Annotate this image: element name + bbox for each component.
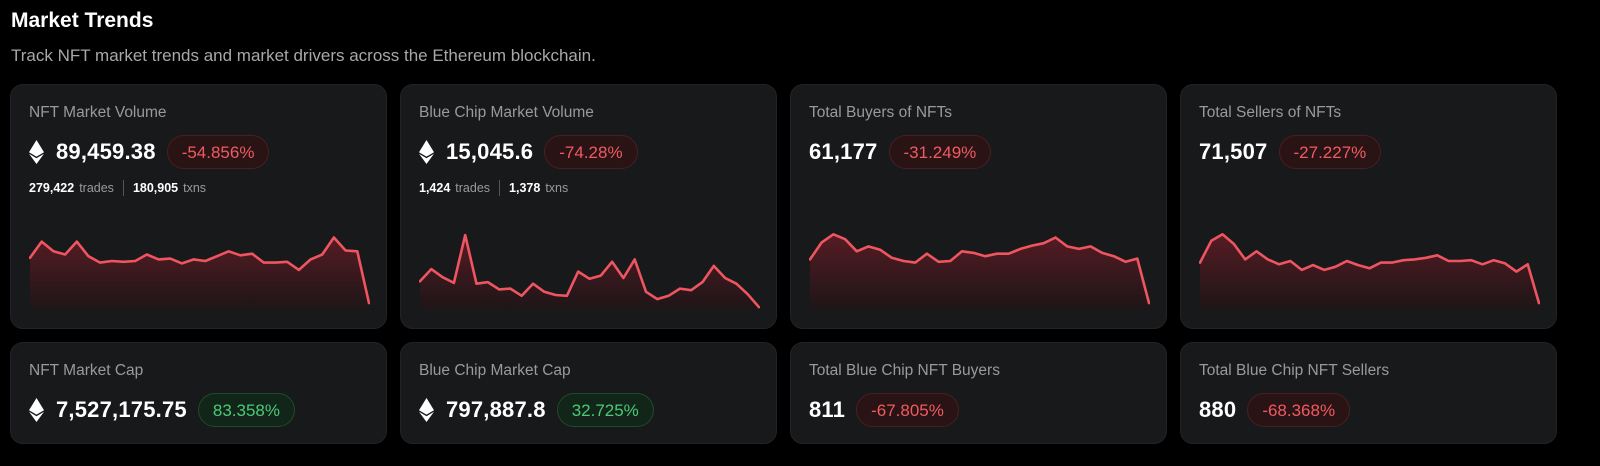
metric-card-total-blue-chip-nft-sellers[interactable]: Total Blue Chip NFT Sellers 880 -68.368% bbox=[1180, 342, 1557, 444]
metric-label: Total Sellers of NFTs bbox=[1199, 104, 1342, 121]
sparkline-chart[interactable] bbox=[29, 225, 370, 310]
change-badge: -54.856% bbox=[166, 135, 270, 169]
change-badge: 32.725% bbox=[556, 393, 654, 427]
sparkline-area bbox=[1200, 234, 1539, 310]
metric-label: Blue Chip Market Volume bbox=[419, 104, 594, 121]
stat-txns-label: txns bbox=[545, 181, 569, 195]
sparkline-chart[interactable] bbox=[1199, 225, 1540, 310]
metric-value-row: 71,507 -27.227% bbox=[1199, 135, 1382, 169]
metric-label: Total Blue Chip NFT Buyers bbox=[809, 362, 1000, 379]
metric-card-nft-market-volume[interactable]: NFT Market Volume 89,459.38 -54.856% 279,42… bbox=[10, 84, 387, 329]
stats-divider bbox=[122, 180, 124, 196]
ethereum-icon bbox=[29, 398, 44, 422]
metric-label: Blue Chip Market Cap bbox=[419, 362, 571, 379]
metric-label: Total Blue Chip NFT Sellers bbox=[1199, 362, 1390, 379]
metric-value: 797,887.8 bbox=[446, 397, 546, 422]
change-badge: -74.28% bbox=[544, 135, 638, 169]
change-badge: 83.358% bbox=[197, 393, 295, 427]
sparkline-chart[interactable] bbox=[809, 225, 1150, 310]
metric-card-total-blue-chip-nft-buyers[interactable]: Total Blue Chip NFT Buyers 811 -67.805% bbox=[790, 342, 1167, 444]
metric-card-blue-chip-market-cap[interactable]: Blue Chip Market Cap 797,887.8 32.725% bbox=[400, 342, 777, 444]
sparkline-area bbox=[30, 237, 369, 310]
change-badge: -68.368% bbox=[1247, 393, 1351, 427]
metric-value-row: 797,887.8 32.725% bbox=[419, 393, 654, 427]
metric-stats: 1,424 trades 1,378 txns bbox=[419, 180, 568, 196]
stat-trades-count: 1,424 bbox=[419, 181, 451, 195]
metric-value-row: 880 -68.368% bbox=[1199, 393, 1351, 427]
stat-txns-count: 180,905 bbox=[132, 181, 179, 195]
metric-value: 15,045.6 bbox=[446, 139, 534, 164]
ethereum-icon bbox=[419, 398, 434, 422]
metric-label: NFT Market Volume bbox=[29, 104, 167, 121]
metric-card-blue-chip-market-volume[interactable]: Blue Chip Market Volume 15,045.6 -74.28% 1,… bbox=[400, 84, 777, 329]
metric-value: 811 bbox=[809, 397, 846, 422]
sparkline-chart[interactable] bbox=[419, 225, 760, 310]
change-badge: -31.249% bbox=[888, 135, 992, 169]
stat-trades-label: trades bbox=[79, 181, 114, 195]
stat-txns-count: 1,378 bbox=[509, 181, 541, 195]
sparkline-area bbox=[420, 235, 759, 310]
metric-value: 89,459.38 bbox=[56, 139, 156, 164]
change-badge: -67.805% bbox=[856, 393, 959, 427]
metric-value-row: 15,045.6 -74.28% bbox=[419, 135, 638, 169]
metric-value: 61,177 bbox=[809, 139, 878, 164]
sparkline-line bbox=[809, 233, 1150, 305]
metric-value-row: 89,459.38 -54.856% bbox=[29, 135, 270, 169]
metric-stats: 279,422 trades 180,905 txns bbox=[29, 180, 206, 196]
metric-value: 880 bbox=[1199, 397, 1237, 422]
stats-divider bbox=[499, 180, 501, 196]
metric-value-row: 7,527,175.75 83.358% bbox=[29, 393, 295, 427]
ethereum-icon bbox=[29, 140, 44, 164]
metric-value-row: 61,177 -31.249% bbox=[809, 135, 992, 169]
metric-label: Total Buyers of NFTs bbox=[809, 104, 952, 121]
metric-value: 7,527,175.75 bbox=[56, 397, 187, 422]
metric-card-nft-market-cap[interactable]: NFT Market Cap 7,527,175.75 83.358% bbox=[10, 342, 387, 444]
metric-value: 71,507 bbox=[1199, 139, 1268, 164]
stat-trades-count: 279,422 bbox=[29, 181, 75, 195]
change-badge: -27.227% bbox=[1278, 135, 1382, 169]
sparkline-line bbox=[419, 233, 760, 309]
sparkline-area bbox=[810, 234, 1149, 310]
metric-value-row: 811 -67.805% bbox=[809, 393, 959, 427]
metric-label: NFT Market Cap bbox=[29, 362, 144, 379]
stat-trades-label: trades bbox=[455, 181, 491, 195]
page-title: Market Trends bbox=[11, 9, 154, 32]
sparkline-line bbox=[1199, 233, 1540, 305]
stat-txns-label: txns bbox=[183, 181, 207, 195]
metric-card-total-sellers-of-nfts[interactable]: Total Sellers of NFTs 71,507 -27.227% bbox=[1180, 84, 1557, 329]
ethereum-icon bbox=[419, 140, 434, 164]
sparkline-line bbox=[29, 236, 370, 305]
page-subtitle: Track NFT market trends and market drive… bbox=[11, 46, 596, 65]
metric-card-total-buyers-of-nfts[interactable]: Total Buyers of NFTs 61,177 -31.249% bbox=[790, 84, 1167, 329]
